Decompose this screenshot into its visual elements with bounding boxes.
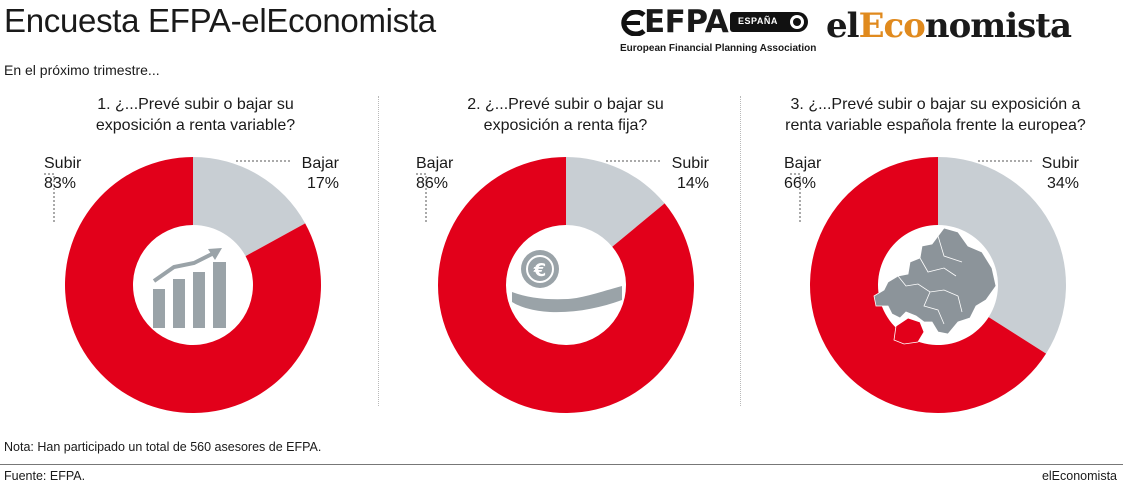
chart-3-label-left: Bajar 66% bbox=[784, 154, 821, 194]
chart-1-donut bbox=[42, 157, 321, 414]
hand-euro-coin-icon: € bbox=[512, 250, 622, 313]
bar-chart-growth-icon bbox=[152, 248, 226, 328]
chart-2-slice-subir bbox=[566, 157, 665, 247]
chart-2-question-line-1: 2. ¿...Prevé subir o bajar su bbox=[467, 96, 664, 113]
chart-1-label-left-name: Subir bbox=[44, 155, 82, 172]
efpa-country-pill bbox=[730, 12, 808, 32]
efpa-ring-icon bbox=[621, 10, 646, 36]
eleconomista-logo-post: nomista bbox=[924, 6, 1072, 46]
chart-2-question-line-2: exposición a renta fija? bbox=[483, 117, 648, 134]
efpa-logo-subtitle: European Financial Planning Association bbox=[620, 43, 817, 54]
efpa-logo: EFPA ESPAÑA European Financial Planning … bbox=[618, 4, 817, 56]
chart-2-label-left-value: 86% bbox=[416, 175, 449, 192]
eleconomista-logo-accent: Eco bbox=[858, 6, 926, 46]
chart-1-label-right: Bajar 17% bbox=[302, 154, 339, 194]
chart-1-question: 1. ¿...Prevé subir o bajar su exposición… bbox=[8, 94, 383, 136]
chart-2-label-right-value: 14% bbox=[676, 175, 709, 192]
footer-rule bbox=[0, 464, 1123, 465]
chart-1-question-line-2: exposición a renta variable? bbox=[95, 117, 296, 134]
brand-text: elEconomista bbox=[1041, 469, 1117, 483]
chart-2-label-left-name: Bajar bbox=[416, 155, 454, 172]
eleconomista-logo: elEconomista bbox=[826, 6, 1072, 46]
chart-2-label-right: Subir 14% bbox=[672, 154, 709, 194]
chart-1-slice-subir bbox=[65, 157, 321, 414]
source-text: Fuente: EFPA. bbox=[4, 469, 86, 483]
chart-2-label-left: Bajar 86% bbox=[416, 154, 453, 194]
chart-3-label-right: Subir 34% bbox=[1042, 154, 1079, 194]
chart-3-label-right-name: Subir bbox=[1041, 155, 1079, 172]
chart-3-slice-bajar bbox=[810, 157, 1047, 413]
footnote: Nota: Han participado un total de 560 as… bbox=[4, 440, 322, 454]
chart-panel-1: 1. ¿...Prevé subir o bajar su exposición… bbox=[8, 86, 383, 414]
chart-1-label-right-name: Bajar bbox=[301, 155, 339, 172]
page-title: Encuesta EFPA-elEconomista bbox=[4, 2, 436, 39]
chart-3-label-right-value: 34% bbox=[1046, 175, 1079, 192]
chart-2-label-right-name: Subir bbox=[671, 155, 709, 172]
chart-3-label-left-name: Bajar bbox=[784, 155, 822, 172]
chart-1-label-left-value: 83% bbox=[44, 175, 77, 192]
chart-panel-3: 3. ¿...Prevé subir o bajar su exposición… bbox=[748, 86, 1123, 413]
europe-map-icon bbox=[873, 227, 997, 345]
chart-3-question-line-2: renta variable española frente la europe… bbox=[785, 117, 1086, 134]
chart-3-label-left-value: 66% bbox=[784, 175, 817, 192]
chart-1-slice-bajar bbox=[193, 157, 306, 257]
chart-1-label-left: Subir 83% bbox=[44, 154, 81, 194]
chart-3-slice-subir bbox=[938, 157, 1066, 354]
panel-divider-1 bbox=[378, 96, 379, 406]
chart-2-question: 2. ¿...Prevé subir o bajar su exposición… bbox=[378, 94, 753, 136]
chart-3-question: 3. ¿...Prevé subir o bajar su exposición… bbox=[748, 94, 1123, 136]
chart-3-donut bbox=[788, 157, 1066, 413]
svg-text:€: € bbox=[533, 260, 547, 281]
chart-2-donut: € bbox=[414, 157, 694, 413]
efpa-logo-word: EFPA bbox=[644, 4, 729, 40]
chart-1-question-line-1: 1. ¿...Prevé subir o bajar su bbox=[97, 96, 294, 113]
page-subtitle: En el próximo trimestre... bbox=[4, 62, 160, 78]
efpa-country-label: ESPAÑA bbox=[738, 16, 778, 26]
eleconomista-logo-pre: el bbox=[826, 6, 860, 46]
chart-1-label-right-value: 17% bbox=[306, 175, 339, 192]
chart-3-question-line-1: 3. ¿...Prevé subir o bajar su exposición… bbox=[790, 96, 1081, 113]
efpa-pill-dot-icon bbox=[790, 15, 804, 29]
chart-2-slice-bajar bbox=[438, 157, 694, 413]
panel-divider-2 bbox=[740, 96, 741, 406]
chart-panel-2: 2. ¿...Prevé subir o bajar su exposición… bbox=[378, 86, 753, 413]
